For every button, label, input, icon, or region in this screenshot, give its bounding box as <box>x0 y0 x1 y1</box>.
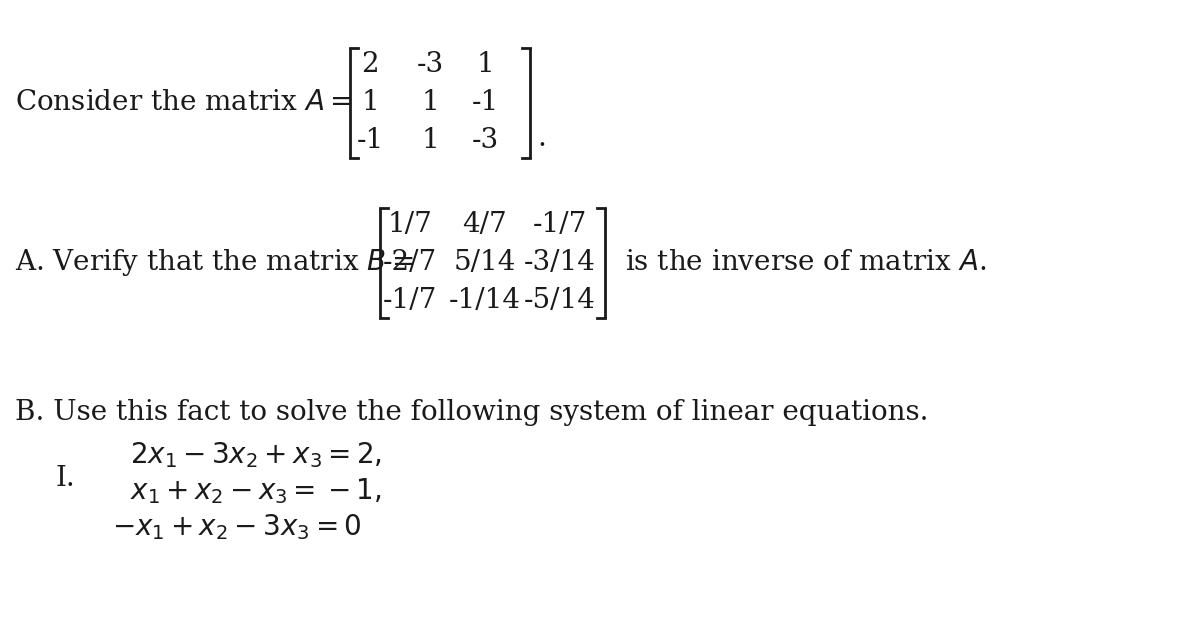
Text: $-x_1 + x_2 - 3x_3 = 0$: $-x_1 + x_2 - 3x_3 = 0$ <box>112 512 361 542</box>
Text: -1: -1 <box>356 127 384 154</box>
Text: -5/14: -5/14 <box>524 287 596 315</box>
Text: 1: 1 <box>361 89 379 116</box>
Text: 1/7: 1/7 <box>388 211 432 239</box>
Text: Consider the matrix $A =$: Consider the matrix $A =$ <box>14 89 352 116</box>
Text: A. Verify that the matrix $B =$: A. Verify that the matrix $B =$ <box>14 248 414 279</box>
Text: B. Use this fact to solve the following system of linear equations.: B. Use this fact to solve the following … <box>14 399 929 427</box>
Text: 1: 1 <box>476 51 494 78</box>
Text: I.: I. <box>55 465 74 491</box>
Text: -1/7: -1/7 <box>533 211 587 239</box>
Text: -1: -1 <box>472 89 499 116</box>
Text: is the inverse of matrix $A$.: is the inverse of matrix $A$. <box>625 249 986 277</box>
Text: $x_1 + x_2 - x_3 = -1,$: $x_1 + x_2 - x_3 = -1,$ <box>130 476 382 506</box>
Text: -3: -3 <box>416 51 444 78</box>
Text: 1: 1 <box>421 89 439 116</box>
Text: -2/7: -2/7 <box>383 249 437 277</box>
Text: 1: 1 <box>421 127 439 154</box>
Text: $2x_1 - 3x_2 + x_3 = 2,$: $2x_1 - 3x_2 + x_3 = 2,$ <box>130 440 382 470</box>
Text: .: . <box>538 125 546 151</box>
Text: 4/7: 4/7 <box>463 211 508 239</box>
Text: -3/14: -3/14 <box>524 249 596 277</box>
Text: -3: -3 <box>472 127 498 154</box>
Text: -1/7: -1/7 <box>383 287 437 315</box>
Text: 5/14: 5/14 <box>454 249 516 277</box>
Text: 2: 2 <box>361 51 379 78</box>
Text: -1/14: -1/14 <box>449 287 521 315</box>
